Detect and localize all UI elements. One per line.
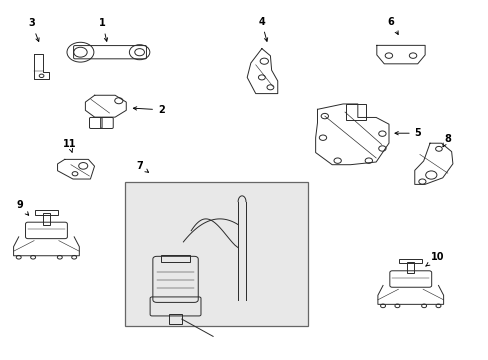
- Text: 8: 8: [442, 134, 450, 147]
- Text: 5: 5: [394, 128, 421, 138]
- Bar: [345, 104, 365, 120]
- Bar: [35, 210, 58, 215]
- Text: 2: 2: [133, 105, 164, 115]
- Text: 10: 10: [425, 252, 444, 266]
- Text: 1: 1: [99, 18, 107, 41]
- Bar: [42, 213, 50, 225]
- Text: 4: 4: [258, 17, 267, 41]
- Bar: [124, 182, 307, 326]
- Bar: [399, 259, 421, 263]
- Text: 11: 11: [62, 139, 76, 152]
- Bar: [169, 315, 182, 324]
- Text: 7: 7: [136, 161, 148, 172]
- Text: 6: 6: [387, 17, 397, 35]
- Text: 9: 9: [16, 200, 29, 215]
- Bar: [161, 255, 189, 261]
- Text: 3: 3: [28, 18, 39, 41]
- Bar: [406, 262, 414, 273]
